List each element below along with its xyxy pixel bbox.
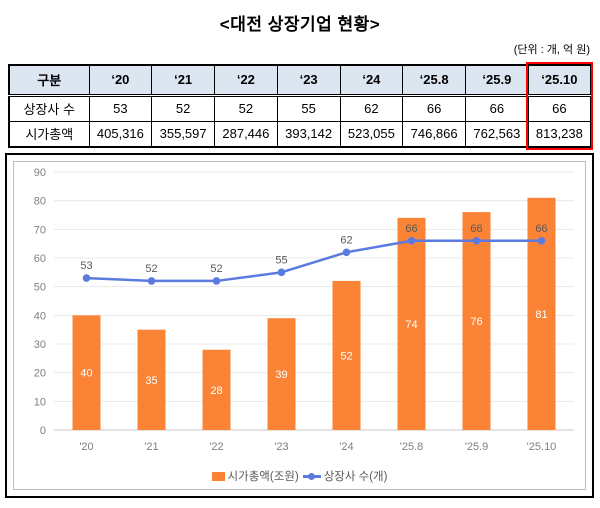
column-header: ‘25.9 <box>465 64 529 97</box>
bar <box>72 315 101 430</box>
y-axis-tick-label: 10 <box>34 396 46 408</box>
y-axis-tick-label: 50 <box>34 282 46 294</box>
line-point <box>277 268 286 277</box>
bar <box>267 318 296 430</box>
legend-line-label: 상장사 수(개) <box>323 471 388 483</box>
y-axis-tick-label: 80 <box>34 196 46 208</box>
bar-value-label: 35 <box>145 375 157 387</box>
table-body: 상장사 수 53 52 52 55 62 66 66 66 시가총액 405,316 355,597 2… <box>8 94 592 148</box>
y-axis-tick-label: 30 <box>34 339 46 351</box>
legend-line-swatch-icon <box>302 472 321 480</box>
table-cell: 66 <box>402 94 466 122</box>
page-title: <대전 상장기업 현황> <box>219 15 381 34</box>
y-axis-tick-label: 0 <box>40 425 46 437</box>
table-cell: 55 <box>276 94 341 122</box>
line-point <box>147 277 156 285</box>
column-header: ‘20 <box>88 64 153 97</box>
column-header: ‘21 <box>151 64 215 97</box>
y-axis-tick-label: 20 <box>34 368 46 380</box>
table-cell: 66 <box>527 94 592 122</box>
bar <box>332 280 361 430</box>
line-point <box>82 274 91 282</box>
x-axis-tick-label: '20 <box>79 441 93 453</box>
bar <box>462 212 491 430</box>
y-axis-tick-label: 90 <box>34 167 46 179</box>
bar <box>202 349 231 430</box>
line-value-label: 66 <box>405 223 417 235</box>
combo-chart: 0 10 20 30 40 50 60 70 80 90 40 35 28 39 52 74 76 81 53 52 5… <box>34 167 574 453</box>
line-point <box>537 237 546 245</box>
row-header: 시가총액 <box>8 120 90 148</box>
table-cell: 746,866 <box>402 120 466 148</box>
line-value-label: 53 <box>80 260 92 272</box>
table-cell: 52 <box>151 94 215 122</box>
x-axis-tick-label: '25.9 <box>465 441 489 453</box>
table-cell: 405,316 <box>88 120 153 148</box>
column-header: ‘25.8 <box>402 64 466 97</box>
x-axis-tick-label: '24 <box>339 441 353 453</box>
line-value-label: 52 <box>210 263 222 275</box>
bar-value-label: 52 <box>340 350 352 362</box>
table-cell: 355,597 <box>151 120 215 148</box>
column-header: ‘24 <box>339 64 404 97</box>
bar-value-label: 81 <box>535 309 547 321</box>
x-axis-tick-label: '23 <box>274 441 288 453</box>
x-axis-tick-label: '21 <box>144 441 158 453</box>
line-point <box>342 248 351 257</box>
line-value-label: 66 <box>470 223 482 235</box>
unit-note: (단위 : 개, 억 원) <box>513 44 590 56</box>
chart-container: 0 10 20 30 40 50 60 70 80 90 40 35 28 39 52 74 76 81 53 52 5… <box>5 153 594 498</box>
line-value-label: 66 <box>535 223 547 235</box>
chart-frame: 0 10 20 30 40 50 60 70 80 90 40 35 28 39 52 74 76 81 53 52 5… <box>13 161 586 490</box>
table-cell: 393,142 <box>276 120 341 148</box>
legend-bar-swatch-icon <box>211 471 225 481</box>
line-value-label: 55 <box>275 254 287 266</box>
table-header: 구분 ‘20 ‘21 ‘22 ‘23 ‘24 ‘25.8 ‘25.9 ‘25.10 <box>8 64 592 97</box>
table-row: 시가총액 405,316 355,597 287,446 393,142 523,055 7… <box>8 120 592 148</box>
line-value-label: 62 <box>340 234 352 246</box>
line-point <box>407 237 416 245</box>
bar <box>527 197 556 430</box>
table-cell: 62 <box>339 94 404 122</box>
column-header: ‘25.10 <box>527 64 592 97</box>
bar-value-label: 39 <box>275 369 287 381</box>
table-corner-header: 구분 <box>8 64 90 97</box>
bar-value-label: 40 <box>80 368 92 380</box>
y-axis-tick-label: 70 <box>34 224 46 236</box>
x-axis-tick-label: '25.10 <box>527 441 557 453</box>
column-header: ‘22 <box>214 64 278 97</box>
bar <box>137 329 166 430</box>
table-cell: 53 <box>88 94 153 122</box>
row-header: 상장사 수 <box>8 94 90 122</box>
table-cell: 287,446 <box>214 120 278 148</box>
x-axis-tick-label: '25.8 <box>400 441 424 453</box>
chart-legend: 시가총액(조원) 상장사 수(개) <box>14 468 585 484</box>
bar-value-label: 74 <box>405 319 417 331</box>
bar-value-label: 28 <box>210 385 222 397</box>
column-header: ‘23 <box>276 64 341 97</box>
line-point <box>472 237 481 245</box>
table-row: 상장사 수 53 52 52 55 62 66 66 66 <box>8 94 592 122</box>
line-value-label: 52 <box>145 263 157 275</box>
line-point <box>212 277 221 285</box>
table-cell: 762,563 <box>465 120 529 148</box>
table-cell: 52 <box>214 94 278 122</box>
y-axis-tick-label: 60 <box>34 253 46 265</box>
x-axis-tick-label: '22 <box>209 441 223 453</box>
table-cell: 523,055 <box>339 120 404 148</box>
bar-value-label: 76 <box>470 316 482 328</box>
y-axis-tick-label: 40 <box>34 310 46 322</box>
legend-bar-label: 시가총액(조원) <box>227 471 299 483</box>
line-series <box>86 239 542 283</box>
bar <box>397 217 426 430</box>
table-cell: 813,238 <box>527 120 592 148</box>
table-cell: 66 <box>465 94 529 122</box>
